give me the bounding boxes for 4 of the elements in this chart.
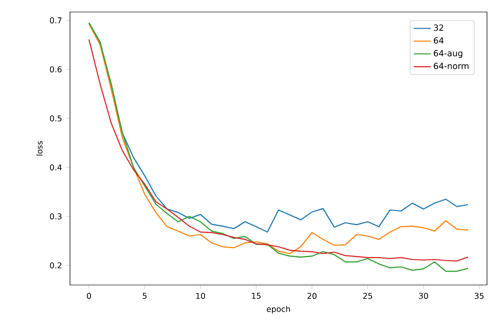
- legend-label: 64-aug: [434, 50, 462, 58]
- legend-label: 64: [434, 37, 444, 44]
- legend-label: 64-norm: [434, 62, 468, 70]
- legend-label: 32: [434, 24, 444, 31]
